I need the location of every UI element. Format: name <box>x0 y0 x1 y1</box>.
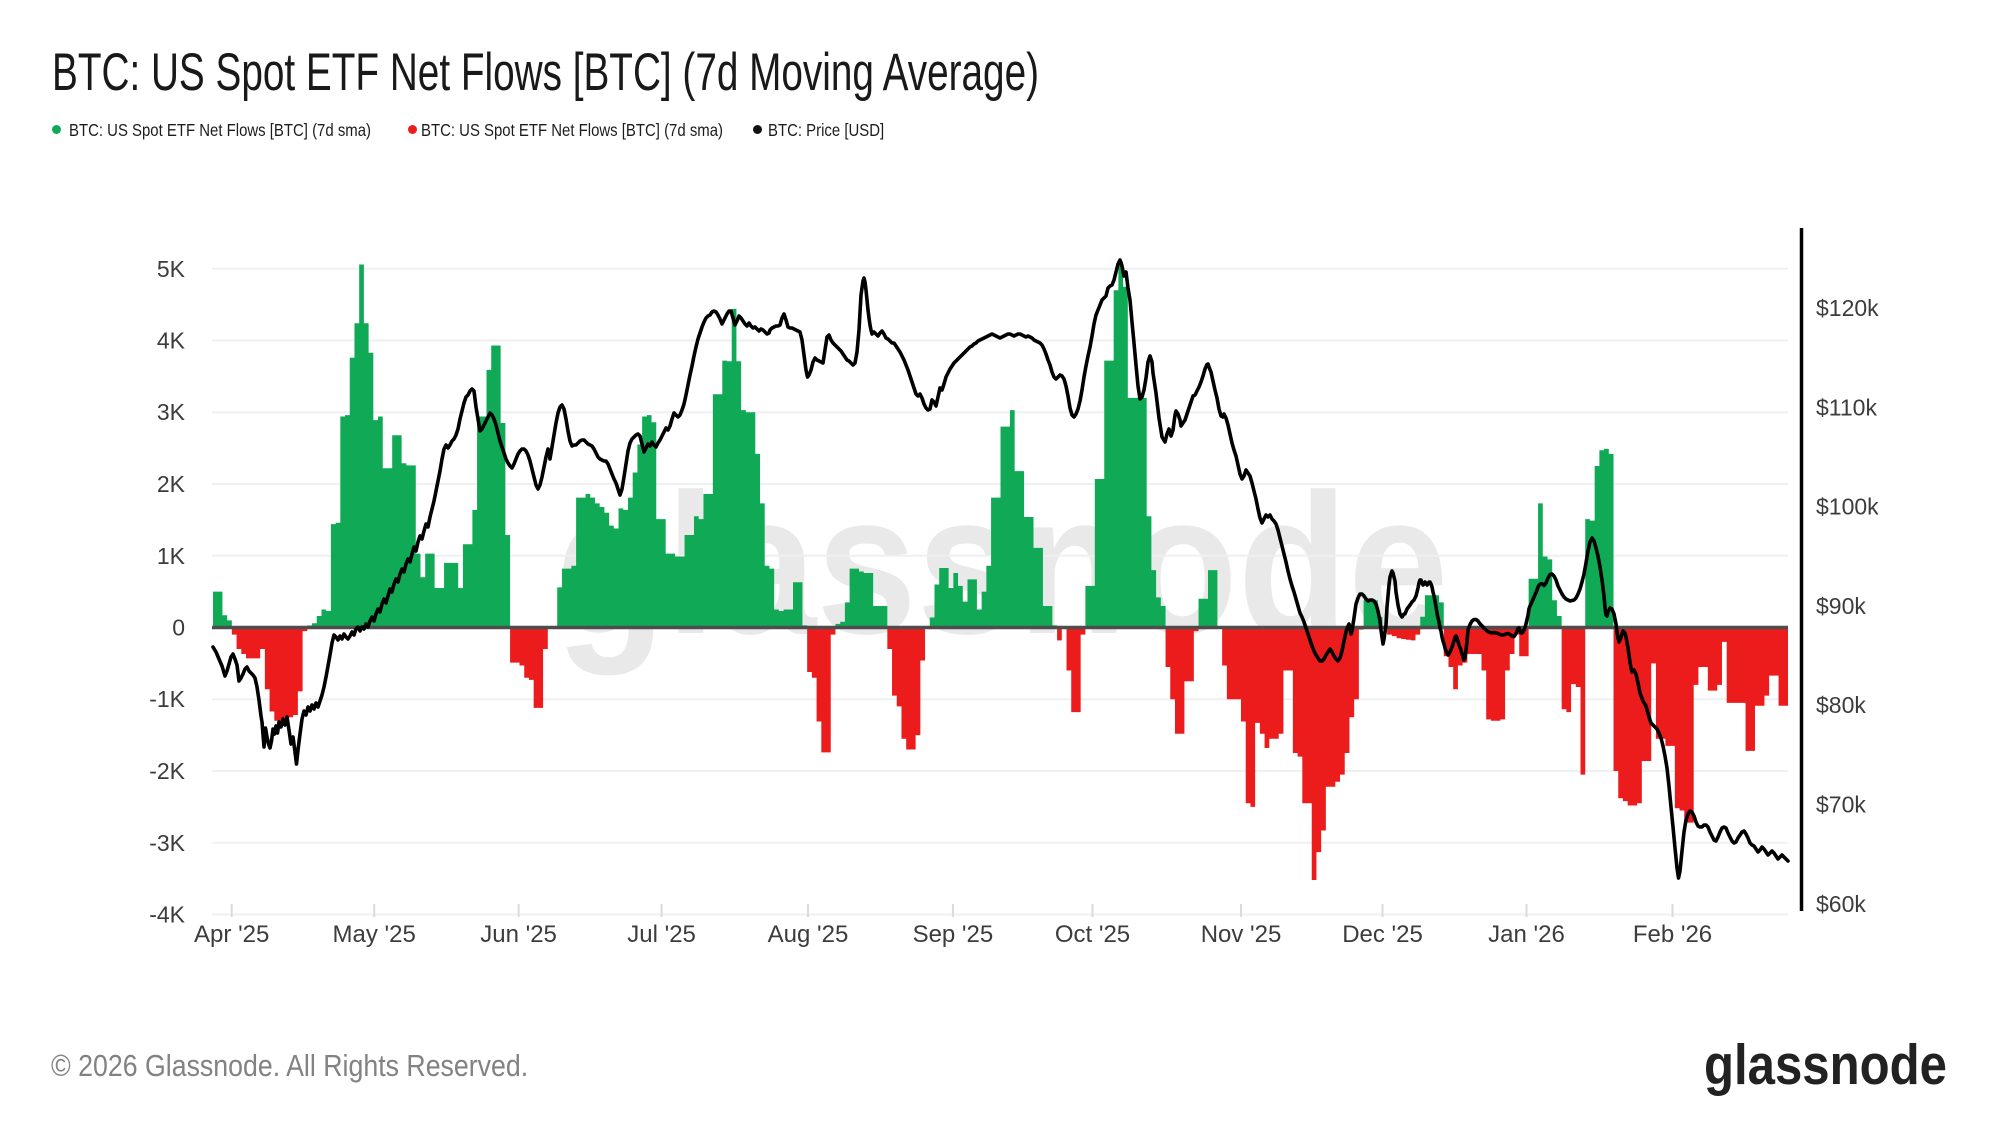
svg-text:May '25: May '25 <box>333 921 416 948</box>
svg-text:0: 0 <box>172 615 185 641</box>
svg-text:3K: 3K <box>157 399 186 425</box>
svg-text:Dec '25: Dec '25 <box>1342 921 1423 948</box>
svg-text:-4K: -4K <box>149 902 185 928</box>
svg-text:$100k: $100k <box>1816 494 1879 520</box>
svg-text:Jan '26: Jan '26 <box>1488 921 1565 948</box>
svg-text:1K: 1K <box>157 543 186 569</box>
svg-text:5K: 5K <box>157 256 186 282</box>
svg-text:$120k: $120k <box>1816 295 1879 321</box>
svg-text:4K: 4K <box>157 328 186 354</box>
svg-text:Nov '25: Nov '25 <box>1201 921 1282 948</box>
svg-text:$70k: $70k <box>1816 792 1866 818</box>
svg-text:Jul '25: Jul '25 <box>627 921 696 948</box>
svg-text:-3K: -3K <box>149 830 185 856</box>
svg-text:Apr '25: Apr '25 <box>194 921 269 948</box>
svg-text:$60k: $60k <box>1816 891 1866 917</box>
svg-text:Jun '25: Jun '25 <box>480 921 557 948</box>
svg-text:2K: 2K <box>157 471 186 497</box>
svg-text:Oct '25: Oct '25 <box>1055 921 1130 948</box>
svg-text:$110k: $110k <box>1816 394 1877 420</box>
svg-text:-2K: -2K <box>149 758 185 784</box>
svg-text:Sep '25: Sep '25 <box>913 921 994 948</box>
svg-text:$90k: $90k <box>1816 593 1866 619</box>
svg-text:-1K: -1K <box>149 686 185 712</box>
svg-text:Aug '25: Aug '25 <box>768 921 849 948</box>
svg-text:$80k: $80k <box>1816 692 1866 718</box>
svg-text:Feb '26: Feb '26 <box>1633 921 1712 948</box>
